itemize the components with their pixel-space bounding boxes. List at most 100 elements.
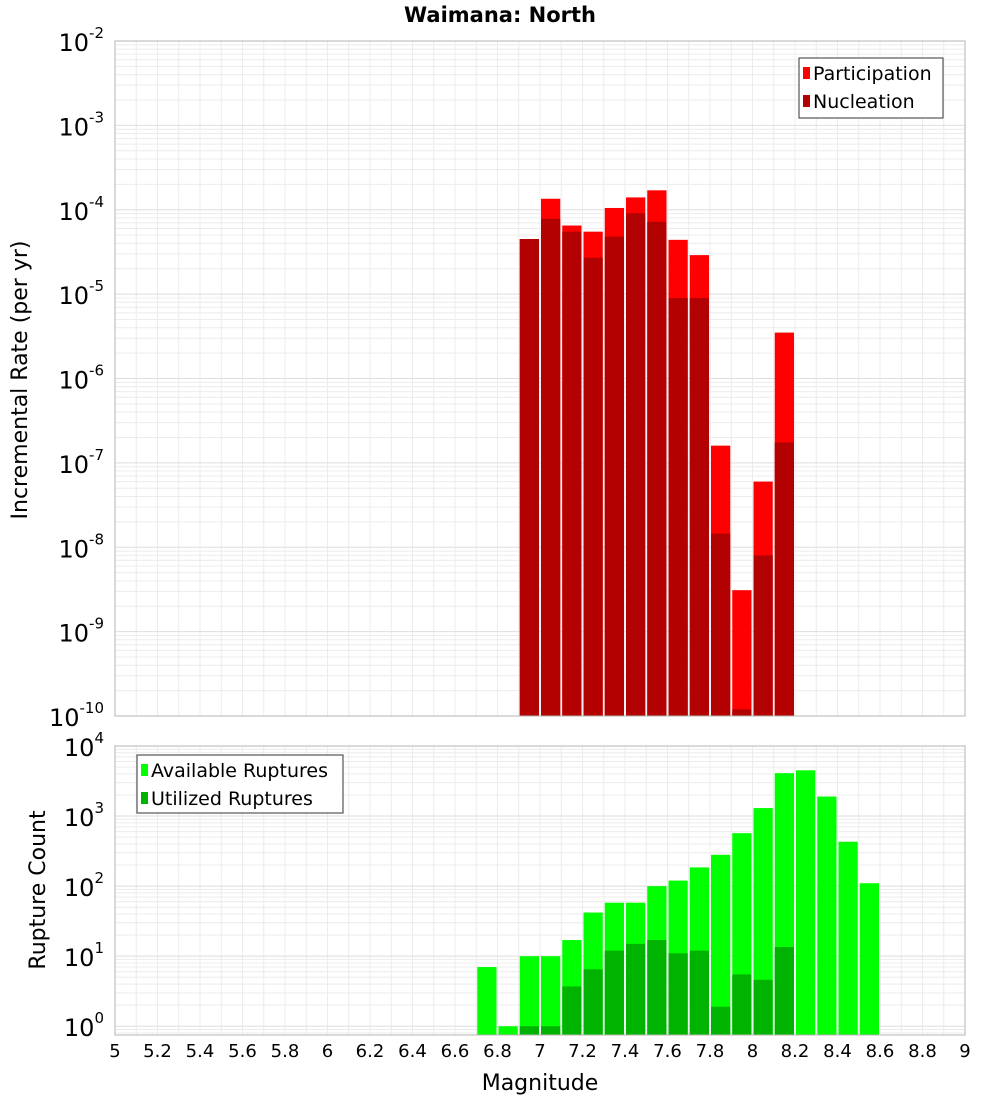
top-legend-swatch — [803, 67, 810, 79]
bottom-x-tick-label: 9 — [959, 1041, 970, 1062]
bottom-x-tick-label: 6.2 — [356, 1041, 385, 1062]
top-legend-swatch — [803, 95, 810, 107]
bottom-bar-available-ruptures — [498, 1026, 518, 1035]
top-legend: Participation Nucleation — [798, 57, 944, 119]
bottom-legend-swatch — [141, 792, 148, 804]
top-bar-nucleation — [541, 218, 561, 716]
bottom-x-tick-label: 5.2 — [143, 1041, 172, 1062]
bottom-x-tick-label: 6.4 — [398, 1041, 427, 1062]
top-bars — [519, 190, 794, 717]
bottom-x-tick-label: 6.8 — [483, 1041, 512, 1062]
bottom-y-tick-label: 104 — [64, 729, 104, 762]
bottom-bar-available-ruptures — [541, 956, 561, 1035]
top-bar-nucleation — [774, 442, 794, 716]
bottom-bar-available-ruptures — [859, 883, 879, 1035]
tick-base: 10 — [64, 1014, 95, 1042]
tick-base: 10 — [49, 704, 80, 732]
top-y-tick-label: 10-10 — [49, 699, 104, 732]
tick-exponent: -7 — [89, 446, 104, 464]
bottom-x-ticks: 5 5.2 5.4 5.6 5.8 6 6.2 6.4 6.6 6.8 7 7.2 7.4 7.6 7.8 8… — [109, 1041, 970, 1062]
bottom-x-tick-label: 8.8 — [908, 1041, 937, 1062]
bottom-bar-utilized-ruptures — [711, 1006, 731, 1035]
bottom-x-tick-label: 8.4 — [823, 1041, 852, 1062]
bottom-y-tick-label: 100 — [64, 1009, 104, 1042]
tick-exponent: -6 — [89, 362, 104, 380]
bottom-bar-utilized-ruptures — [689, 950, 709, 1035]
bottom-x-tick-label: 6 — [322, 1041, 333, 1062]
tick-exponent: 2 — [94, 869, 104, 887]
top-bar-nucleation — [689, 297, 709, 716]
tick-base: 10 — [64, 874, 95, 902]
top-bar-nucleation — [753, 555, 773, 716]
bottom-bars — [477, 770, 879, 1035]
top-y-tick-label: 10-8 — [58, 530, 104, 563]
top-legend-label: Participation — [813, 63, 932, 85]
bottom-bar-utilized-ruptures — [732, 974, 752, 1035]
bottom-bar-available-ruptures — [838, 841, 858, 1035]
bottom-legend-label: Available Ruptures — [151, 760, 328, 782]
bottom-legend-box — [136, 754, 344, 814]
top-bar-nucleation — [732, 709, 752, 716]
bottom-legend: Available Ruptures Utilized Ruptures — [136, 754, 344, 814]
bottom-bar-available-ruptures — [711, 854, 731, 1035]
tick-exponent: 3 — [94, 799, 104, 817]
top-plot-frame — [114, 40, 966, 717]
bottom-x-tick-label: 7.2 — [568, 1041, 597, 1062]
tick-base: 10 — [64, 804, 95, 832]
bottom-bar-available-ruptures — [519, 956, 539, 1035]
bottom-bar-utilized-ruptures — [604, 950, 624, 1035]
tick-base: 10 — [58, 282, 89, 310]
bottom-bar-available-ruptures — [477, 967, 497, 1035]
tick-exponent: 0 — [94, 1009, 104, 1027]
top-y-tick-label: 10-9 — [58, 615, 104, 648]
tick-exponent: -10 — [80, 699, 105, 717]
bottom-y-tick-label: 101 — [64, 939, 104, 972]
bottom-legend-swatch — [141, 764, 148, 776]
tick-base: 10 — [58, 451, 89, 479]
bottom-x-tick-label: 8.2 — [781, 1041, 810, 1062]
top-bar-nucleation — [604, 236, 624, 716]
tick-base: 10 — [58, 535, 89, 563]
bottom-plot-frame — [114, 745, 966, 1036]
bottom-bar-utilized-ruptures — [562, 986, 582, 1035]
top-legend-label: Nucleation — [813, 91, 915, 113]
tick-exponent: -9 — [89, 615, 104, 633]
top-bar-nucleation — [647, 221, 667, 716]
tick-base: 10 — [58, 367, 89, 395]
top-y-tick-label: 10-4 — [58, 193, 104, 226]
bottom-y-tick-label: 103 — [64, 799, 104, 832]
bottom-bar-utilized-ruptures — [626, 943, 646, 1035]
tick-base: 10 — [64, 734, 95, 762]
bottom-bar-utilized-ruptures — [774, 947, 794, 1035]
top-bar-nucleation — [668, 297, 688, 716]
top-y-tick-label: 10-5 — [58, 277, 104, 310]
top-grid — [114, 40, 966, 717]
bottom-bar-available-ruptures — [817, 796, 837, 1035]
x-axis-title: Magnitude — [482, 1071, 599, 1096]
tick-exponent: -4 — [89, 193, 104, 211]
top-y-tick-label: 10-7 — [58, 446, 104, 479]
tick-exponent: -5 — [89, 277, 104, 295]
bottom-bar-available-ruptures — [796, 770, 816, 1035]
top-bar-nucleation — [519, 239, 539, 716]
bottom-x-tick-label: 7.8 — [696, 1041, 725, 1062]
tick-base: 10 — [58, 113, 89, 141]
bottom-x-tick-label: 8 — [747, 1041, 758, 1062]
top-bar-nucleation — [562, 231, 582, 716]
bottom-x-tick-label: 7.4 — [611, 1041, 640, 1062]
top-y-tick-label: 10-3 — [58, 108, 104, 141]
bottom-x-tick-label: 7.6 — [653, 1041, 682, 1062]
bottom-bar-utilized-ruptures — [753, 979, 773, 1035]
top-bar-nucleation — [583, 257, 603, 716]
top-bar-participation — [732, 590, 752, 716]
top-y-axis-title: Incremental Rate (per yr) — [8, 241, 33, 520]
bottom-bar-utilized-ruptures — [647, 940, 667, 1035]
bottom-x-tick-label: 7 — [534, 1041, 545, 1062]
tick-base: 10 — [64, 944, 95, 972]
tick-base: 10 — [58, 198, 89, 226]
bottom-x-tick-label: 5 — [109, 1041, 120, 1062]
